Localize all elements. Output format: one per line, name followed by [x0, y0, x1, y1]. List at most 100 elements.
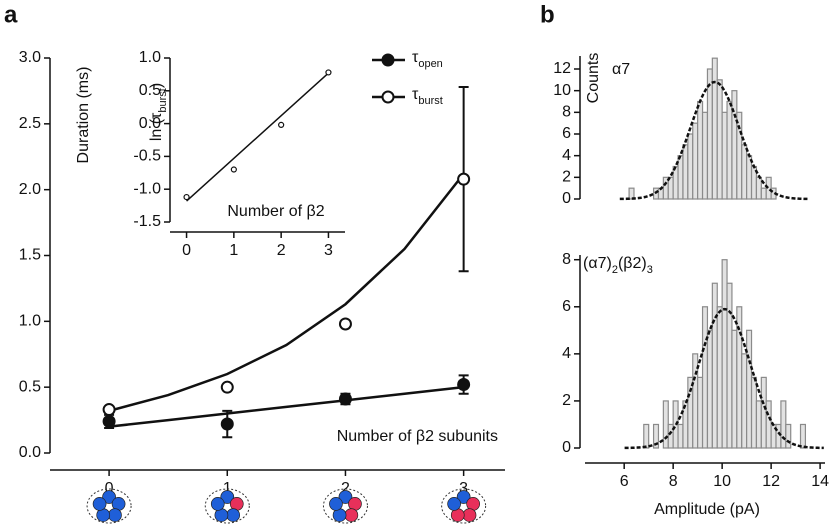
fit-line	[186, 72, 329, 202]
bar	[643, 423, 650, 449]
marker	[457, 172, 471, 186]
subunit-outline	[86, 488, 132, 524]
bar	[628, 187, 635, 200]
bar	[726, 282, 733, 449]
y-tick-label: 2.5	[19, 115, 41, 132]
bar	[706, 68, 713, 200]
bar	[697, 376, 704, 449]
bar	[746, 329, 753, 449]
bar	[677, 423, 684, 449]
histogram-title: (α7)2(β2)3	[583, 255, 653, 276]
x-tick-label: 0	[105, 480, 114, 497]
bar	[785, 423, 792, 449]
bar	[731, 90, 738, 200]
y-axis-label-part: )	[148, 83, 165, 88]
panel-label: a	[4, 1, 18, 28]
y-tick-label: 0.5	[19, 378, 41, 395]
subunit-outline	[204, 488, 250, 524]
x-tick-label: 0	[182, 242, 191, 259]
legend-label: τburst	[412, 86, 443, 107]
y-axis-label: Counts	[585, 53, 602, 104]
histogram-title-part: 2	[612, 264, 618, 276]
marker	[230, 166, 237, 173]
bar	[672, 165, 679, 200]
bar	[706, 329, 713, 449]
subunit-icon	[441, 488, 487, 524]
bar	[716, 79, 723, 200]
y-tick-label: 10	[553, 82, 571, 99]
marker	[278, 121, 285, 129]
bar	[721, 259, 728, 449]
bar	[662, 176, 669, 200]
bar	[731, 329, 738, 449]
marker	[338, 392, 352, 406]
subunit-outline	[441, 488, 487, 524]
legend-marker	[381, 90, 395, 104]
y-axis-label: Duration (ms)	[75, 67, 92, 164]
y-axis-label-part: burst	[157, 88, 169, 112]
subunit-icon	[86, 488, 132, 524]
histogram-title: α7	[612, 61, 630, 78]
y-tick-label: 2	[562, 392, 571, 409]
marker	[220, 417, 234, 431]
histogram-title-part: (β2)	[618, 255, 647, 272]
y-tick-label: 0.0	[19, 444, 41, 461]
bar	[652, 423, 660, 449]
subunit	[220, 490, 235, 504]
y-tick-label: -1.5	[133, 213, 161, 230]
x-tick-label: 1	[223, 480, 232, 497]
subunit	[92, 497, 107, 511]
x-tick-label: 2	[341, 480, 350, 497]
bar	[692, 122, 699, 200]
bar	[662, 400, 669, 449]
y-axis-label: ln (τburst)	[148, 83, 169, 141]
y-tick-label: 1.0	[19, 313, 41, 330]
x-axis-label: Number of β2	[227, 203, 324, 220]
y-tick-label: 12	[553, 60, 571, 77]
gaussian-fit	[624, 307, 824, 450]
marker	[457, 378, 471, 392]
bar	[775, 423, 782, 449]
x-tick-label: 12	[762, 473, 780, 490]
y-tick-label: 1.5	[19, 247, 41, 264]
y-tick-label: 0.0	[139, 115, 161, 132]
bar	[760, 376, 767, 449]
subunit-outline	[322, 488, 368, 524]
subunit	[462, 508, 477, 522]
subunit-icon	[204, 488, 250, 524]
y-tick-label: 0	[562, 439, 571, 456]
y-tick-label: 8	[562, 104, 571, 121]
x-tick-label: 6	[620, 473, 629, 490]
legend-label-part: τ	[412, 86, 419, 103]
bar	[701, 111, 709, 200]
bar	[799, 423, 807, 449]
y-tick-label: 6	[562, 125, 571, 142]
y-tick-label: 0.5	[139, 82, 161, 99]
bar	[760, 187, 767, 200]
legend-label: τopen	[412, 49, 443, 70]
legend-label-part: burst	[418, 95, 442, 107]
y-axis-label-part: ln (τ	[148, 112, 165, 141]
subunit	[447, 497, 461, 511]
x-tick-label: 3	[324, 242, 333, 259]
subunit	[456, 490, 471, 504]
bar	[765, 400, 772, 449]
fit-curve	[108, 385, 464, 428]
bar	[780, 400, 787, 449]
bar	[701, 306, 709, 449]
bar	[667, 423, 674, 449]
bar	[726, 100, 733, 200]
marker	[183, 193, 190, 201]
bar	[741, 144, 748, 200]
subunit-icon	[322, 488, 368, 524]
bar	[755, 400, 762, 449]
x-tick-label: 8	[669, 473, 678, 490]
bar	[711, 57, 718, 200]
x-tick-label: 3	[459, 480, 468, 497]
y-tick-label: 2	[562, 169, 571, 186]
legend-marker	[381, 53, 395, 67]
bar	[687, 133, 694, 200]
x-axis-label: Amplitude (pA)	[654, 501, 760, 518]
histogram-title-part: 3	[647, 264, 653, 276]
